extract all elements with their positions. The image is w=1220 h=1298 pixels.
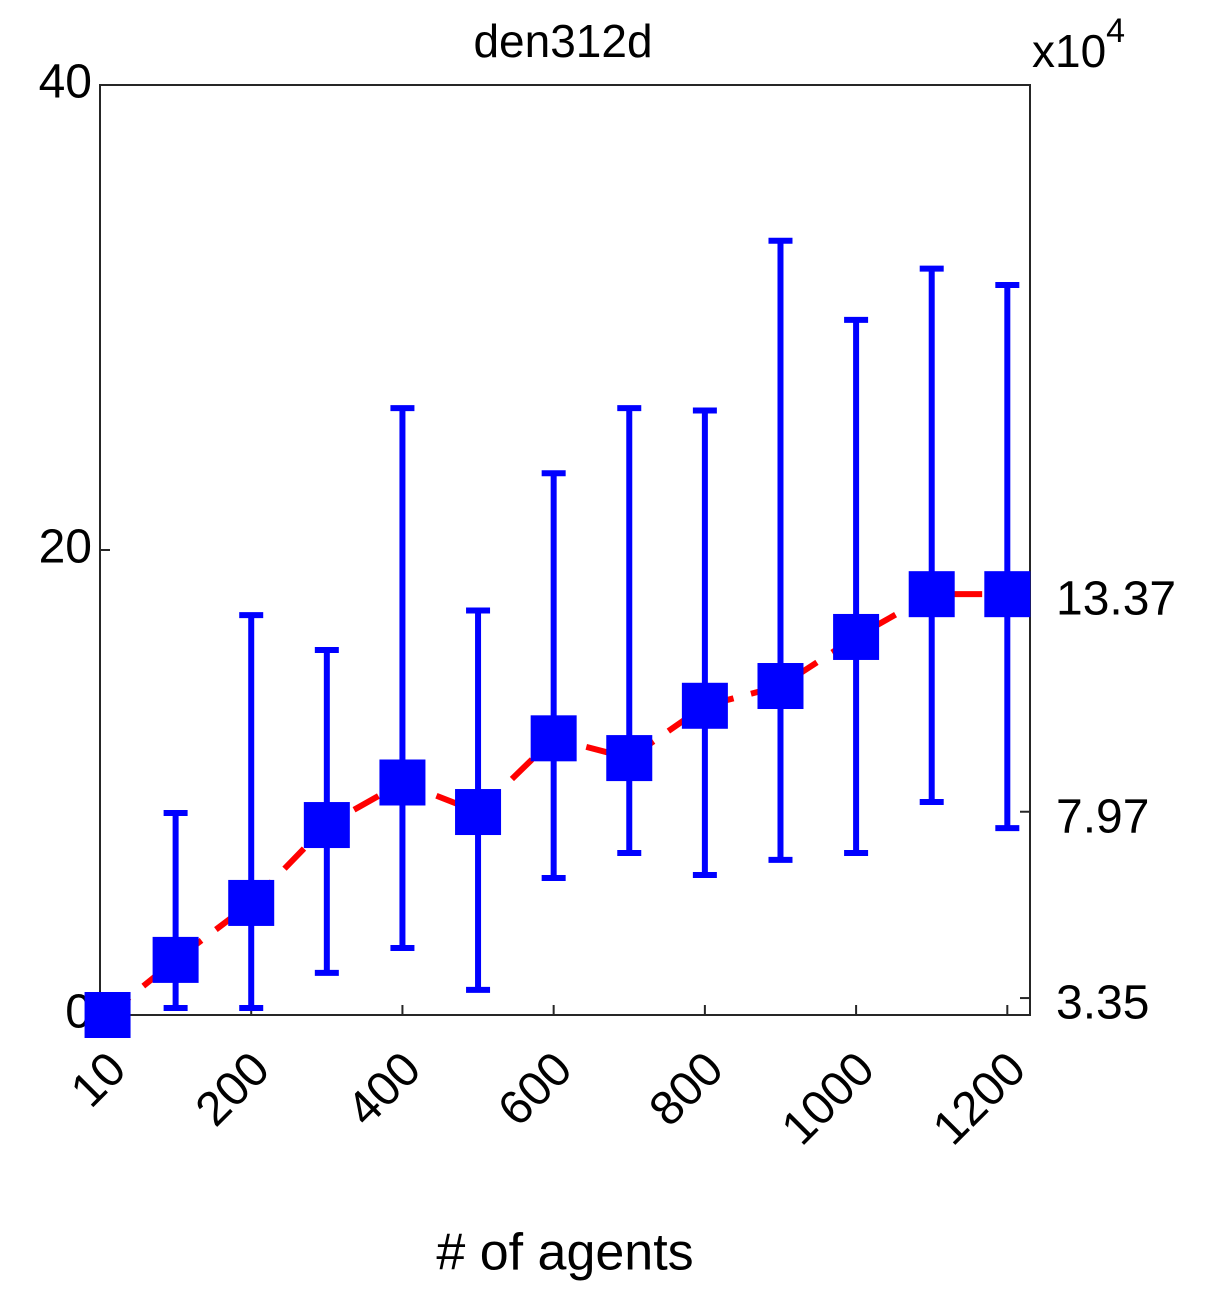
x-tick-label: 1200 — [923, 1042, 1036, 1155]
x-tick-label: 1000 — [772, 1042, 885, 1155]
marker — [833, 613, 880, 660]
marker — [152, 936, 199, 983]
x-tick-label: 400 — [337, 1042, 431, 1136]
y2-tick-label: 3.35 — [1056, 977, 1149, 1030]
marker — [228, 879, 275, 926]
marker — [303, 802, 350, 849]
marker — [84, 992, 131, 1038]
y2-multiplier: x104 — [1032, 12, 1125, 77]
y-tick-label: 20 — [39, 521, 92, 574]
multiplier-base: x10 — [1032, 25, 1106, 77]
marker — [379, 759, 426, 806]
y-tick-label: 40 — [39, 56, 92, 109]
y2-tick-label: 7.97 — [1056, 790, 1149, 843]
y2-tick-label: 13.37 — [1056, 573, 1176, 626]
marker — [984, 571, 1031, 618]
x-tick-label: 200 — [186, 1042, 280, 1136]
marker — [530, 715, 577, 762]
x-tick-label: 800 — [640, 1042, 734, 1136]
marker — [455, 789, 502, 836]
marker — [757, 663, 804, 710]
x-tick-label: 10 — [61, 1042, 136, 1117]
x-axis-label: # of agents — [436, 1224, 693, 1282]
x-tick-label: 600 — [488, 1042, 582, 1136]
multiplier-exponent: 4 — [1106, 12, 1125, 50]
marker — [606, 735, 653, 782]
marker — [681, 682, 728, 729]
chart-title: den312d — [473, 15, 652, 67]
marker — [908, 571, 955, 618]
